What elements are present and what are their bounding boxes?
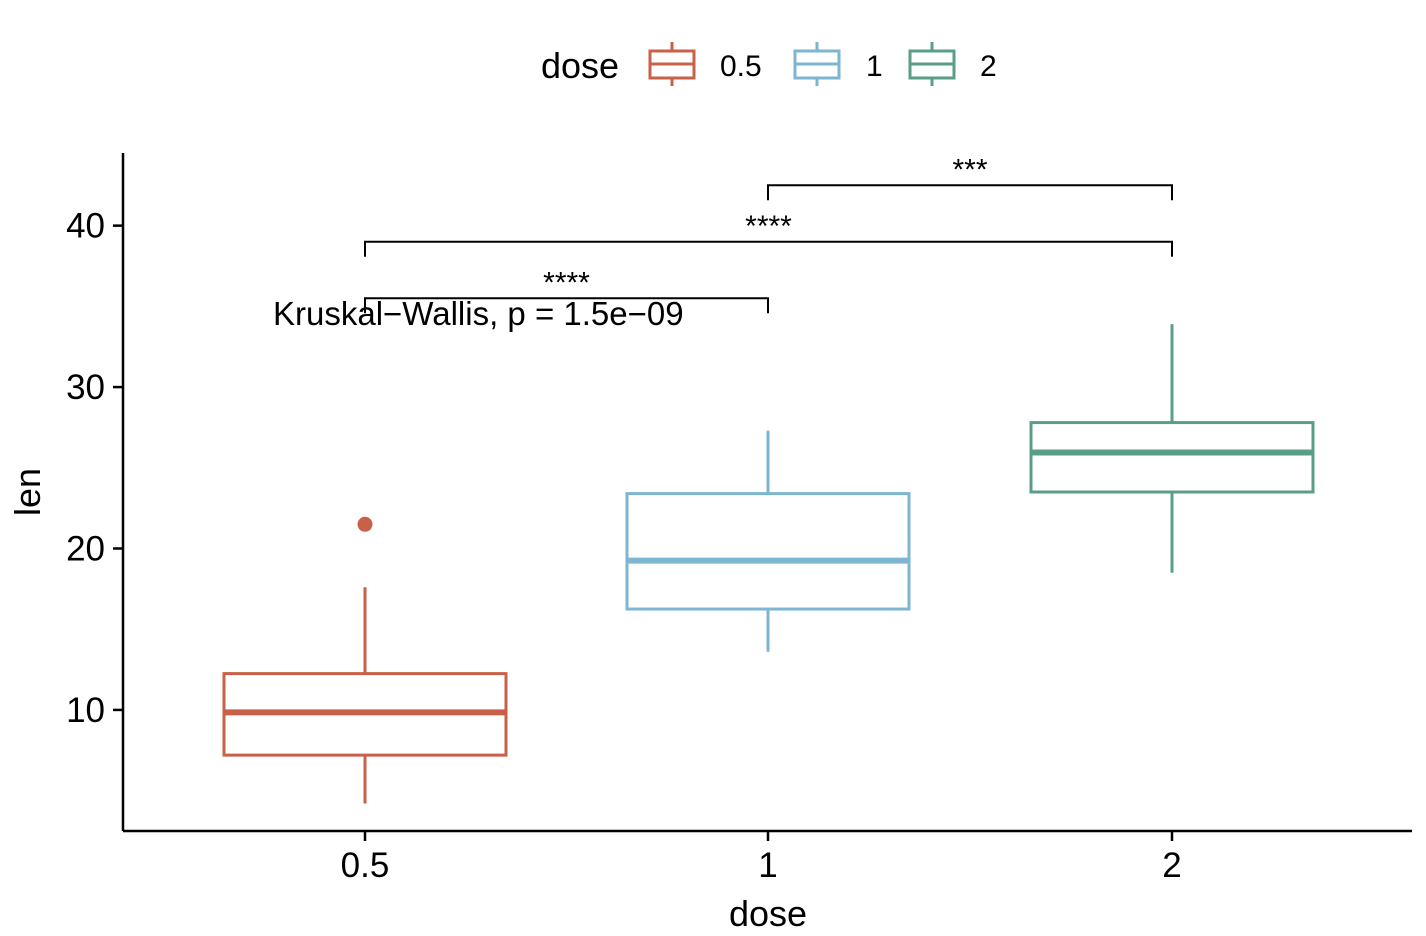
y-tick-label: 10 — [66, 691, 105, 730]
comparison-bracket: *** — [767, 153, 1173, 201]
legend: dose 0.5 1 2 — [541, 42, 997, 86]
y-tick-label: 20 — [66, 530, 105, 569]
legend-label: 1 — [866, 50, 883, 83]
comparison-brackets: *********** — [364, 153, 1173, 314]
x-tick-label: 1 — [758, 846, 777, 885]
y-tick-label: 40 — [66, 207, 105, 246]
significance-label: *** — [952, 153, 987, 186]
legend-key-2: 2 — [908, 42, 997, 86]
outlier-point — [357, 516, 373, 532]
boxes — [222, 324, 1315, 804]
axes: 10 20 30 40 0.5 1 2 dose len — [7, 153, 1412, 934]
significance-label: **** — [745, 210, 792, 243]
box-body — [625, 492, 911, 611]
legend-key-1: 1 — [793, 42, 883, 86]
kruskal-wallis-annotation: Kruskal−Wallis, p = 1.5e−09 — [273, 295, 684, 332]
y-tick-label: 30 — [66, 368, 105, 407]
legend-key-0-5: 0.5 — [648, 42, 762, 86]
legend-title: dose — [541, 45, 619, 86]
x-tick-label: 0.5 — [341, 846, 390, 885]
legend-label: 0.5 — [720, 50, 762, 83]
bracket-line — [767, 184, 1173, 201]
significance-label: **** — [543, 266, 590, 299]
x-axis-title: dose — [729, 893, 807, 934]
y-axis-title: len — [7, 468, 48, 516]
bracket-line — [364, 240, 1173, 257]
comparison-bracket: **** — [364, 210, 1173, 257]
x-tick-label: 2 — [1162, 846, 1181, 885]
box-group-0-5 — [222, 516, 508, 804]
legend-label: 2 — [980, 50, 997, 83]
box-group-2 — [1029, 324, 1315, 573]
comparison-bracket: **** — [364, 266, 769, 314]
box-body — [1029, 421, 1315, 494]
box-group-1 — [625, 430, 911, 652]
bracket-line — [364, 297, 769, 314]
